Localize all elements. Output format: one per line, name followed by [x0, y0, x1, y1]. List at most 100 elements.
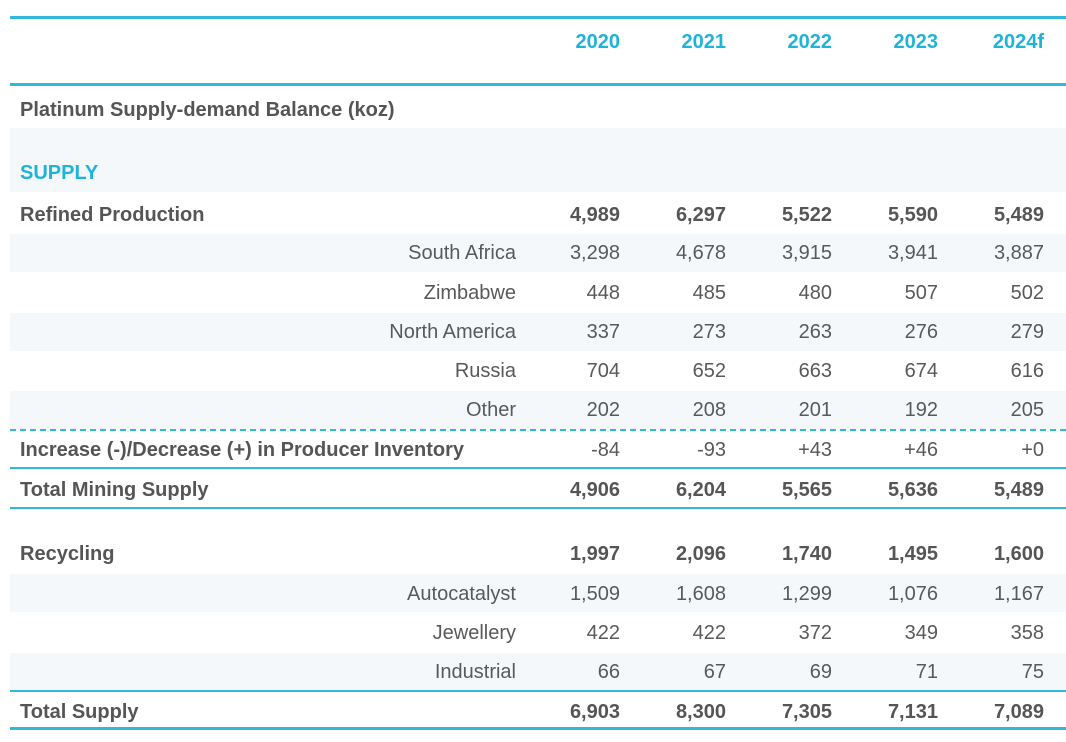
cell-2024f: 1,600	[993, 543, 1044, 565]
table-row: Increase (-)/Decrease (+) in Producer In…	[10, 431, 1066, 469]
cell-2020: 66	[597, 661, 620, 683]
cell-2022: 1,299	[781, 583, 832, 605]
row-label: Jewellery	[432, 622, 516, 644]
row-label: Autocatalyst	[407, 583, 516, 605]
title-row: Platinum Supply-demand Balance (koz)	[10, 86, 1066, 128]
cell-2021: 485	[692, 282, 726, 304]
cell-2022: 3,915	[781, 242, 832, 264]
cell-2023: +46	[904, 439, 938, 461]
cell-2024f: 205	[1010, 399, 1044, 421]
cell-2022: 663	[798, 360, 832, 382]
cell-2023: 7,131	[887, 701, 938, 723]
cell-2020: 448	[586, 282, 620, 304]
cell-2020: 202	[586, 399, 620, 421]
cell-2022: 480	[798, 282, 832, 304]
cell-2023: 1,076	[887, 583, 938, 605]
row-label: Increase (-)/Decrease (+) in Producer In…	[20, 439, 465, 461]
cell-2023: 3,941	[887, 242, 938, 264]
cell-2023: 1,495	[887, 543, 938, 565]
table-row: Total Mining Supply 4,906 6,204 5,565 5,…	[10, 470, 1066, 508]
cell-2024f: 358	[1010, 622, 1044, 644]
cell-2022: 201	[798, 399, 832, 421]
cell-2020: 1,997	[569, 543, 620, 565]
cell-2023: 71	[915, 661, 938, 683]
cell-2021: 208	[692, 399, 726, 421]
cell-2021: 273	[692, 321, 726, 343]
cell-2024f: 502	[1010, 282, 1044, 304]
row-label: Total Supply	[20, 701, 139, 723]
cell-2020: 337	[586, 321, 620, 343]
rule-below-total-mining	[10, 507, 1066, 509]
col-header-2024f: 2024f	[992, 31, 1044, 53]
cell-2024f: 5,489	[993, 479, 1044, 501]
row-label: Total Mining Supply	[20, 479, 209, 501]
cell-2021: 6,204	[675, 479, 726, 501]
section-row: SUPPLY	[10, 128, 1066, 192]
table-row: Zimbabwe 448 485 480 507 502	[10, 274, 1066, 312]
row-label: Zimbabwe	[423, 282, 516, 304]
row-label: Industrial	[434, 661, 516, 683]
dashed-divider	[10, 429, 1066, 431]
cell-2021: 6,297	[675, 204, 726, 226]
table-row: Refined Production 4,989 6,297 5,522 5,5…	[10, 196, 1066, 234]
cell-2023: 276	[904, 321, 938, 343]
cell-2021: -93	[697, 439, 726, 461]
cell-2024f: +0	[1021, 439, 1044, 461]
cell-2021: 652	[692, 360, 726, 382]
cell-2022: +43	[798, 439, 832, 461]
table-row: Total Supply 6,903 8,300 7,305 7,131 7,0…	[10, 692, 1066, 727]
cell-2020: 422	[586, 622, 620, 644]
cell-2021: 1,608	[675, 583, 726, 605]
cell-2024f: 3,887	[993, 242, 1044, 264]
row-label: Russia	[454, 360, 516, 382]
cell-2020: 704	[586, 360, 620, 382]
cell-2020: 1,509	[569, 583, 620, 605]
table-row: Russia 704 652 663 674 616	[10, 352, 1066, 390]
row-label: North America	[389, 321, 516, 343]
table-row: Recycling 1,997 2,096 1,740 1,495 1,600	[10, 535, 1066, 573]
cell-2023: 5,590	[887, 204, 938, 226]
cell-2022: 7,305	[781, 701, 832, 723]
cell-2020: 6,903	[569, 701, 620, 723]
cell-2024f: 75	[1021, 661, 1044, 683]
section-supply-heading: SUPPLY	[20, 162, 99, 184]
table-row: Other 202 208 201 192 205	[10, 391, 1066, 429]
cell-2020: 4,906	[569, 479, 620, 501]
cell-2022: 263	[798, 321, 832, 343]
bottom-rule	[10, 727, 1066, 730]
row-label: Recycling	[20, 543, 115, 565]
cell-2024f: 279	[1010, 321, 1044, 343]
cell-2020: -84	[591, 439, 620, 461]
table-row: South Africa 3,298 4,678 3,915 3,941 3,8…	[10, 234, 1066, 272]
cell-2021: 422	[692, 622, 726, 644]
cell-2023: 507	[904, 282, 938, 304]
header-row: 2020 2021 2022 2023 2024f	[10, 19, 1066, 83]
col-header-2020: 2020	[575, 31, 621, 53]
supply-demand-table: 2020 2021 2022 2023 2024f Platinum Suppl…	[10, 0, 1066, 742]
table-row: Jewellery 422 422 372 349 358	[10, 614, 1066, 652]
cell-2024f: 1,167	[993, 583, 1044, 605]
cell-2020: 4,989	[569, 204, 620, 226]
col-header-2023: 2023	[893, 31, 939, 53]
top-rule	[10, 16, 1066, 19]
cell-2022: 5,565	[781, 479, 832, 501]
table-title: Platinum Supply-demand Balance (koz)	[20, 99, 395, 121]
rule-above-total-supply	[10, 690, 1066, 692]
cell-2022: 5,522	[781, 204, 832, 226]
cell-2023: 192	[904, 399, 938, 421]
col-header-2021: 2021	[681, 31, 727, 53]
row-label: South Africa	[408, 242, 516, 264]
cell-2021: 67	[703, 661, 726, 683]
cell-2021: 8,300	[675, 701, 726, 723]
row-label: Other	[465, 399, 516, 421]
cell-2022: 372	[798, 622, 832, 644]
cell-2023: 674	[904, 360, 938, 382]
cell-2021: 4,678	[675, 242, 726, 264]
cell-2022: 69	[809, 661, 832, 683]
col-header-2022: 2022	[787, 31, 833, 53]
header-bottom-rule	[10, 83, 1066, 86]
row-label: Refined Production	[20, 204, 205, 226]
cell-2021: 2,096	[675, 543, 726, 565]
cell-2024f: 5,489	[993, 204, 1044, 226]
cell-2024f: 616	[1010, 360, 1044, 382]
